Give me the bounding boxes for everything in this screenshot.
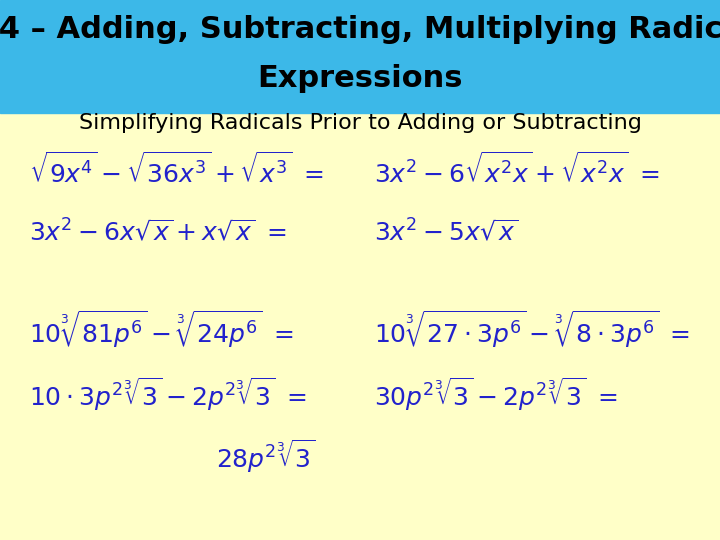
Text: Simplifying Radicals Prior to Adding or Subtracting: Simplifying Radicals Prior to Adding or … bbox=[78, 113, 642, 133]
Text: $\sqrt{9x^4}-\sqrt{36x^3}+\sqrt{x^3}\ =$: $\sqrt{9x^4}-\sqrt{36x^3}+\sqrt{x^3}\ =$ bbox=[29, 152, 324, 188]
Text: $3x^2-6x\sqrt{x}+x\sqrt{x}\ =$: $3x^2-6x\sqrt{x}+x\sqrt{x}\ =$ bbox=[29, 219, 287, 246]
Text: $10\sqrt[3]{27\cdot3p^6}-\sqrt[3]{8\cdot3p^6}\ =$: $10\sqrt[3]{27\cdot3p^6}-\sqrt[3]{8\cdot… bbox=[374, 308, 690, 350]
Text: $10\cdot3p^2\sqrt[3]{3}-2p^2\sqrt[3]{3}\ =$: $10\cdot3p^2\sqrt[3]{3}-2p^2\sqrt[3]{3}\… bbox=[29, 375, 306, 413]
Text: 7.4 – Adding, Subtracting, Multiplying Radical: 7.4 – Adding, Subtracting, Multiplying R… bbox=[0, 15, 720, 44]
Text: $3x^2-6\sqrt{x^2x}+\sqrt{x^2x}\ =$: $3x^2-6\sqrt{x^2x}+\sqrt{x^2x}\ =$ bbox=[374, 152, 660, 188]
Text: Expressions: Expressions bbox=[257, 64, 463, 93]
FancyBboxPatch shape bbox=[0, 0, 720, 113]
Text: $10\sqrt[3]{81p^6}-\sqrt[3]{24p^6}\ =$: $10\sqrt[3]{81p^6}-\sqrt[3]{24p^6}\ =$ bbox=[29, 308, 294, 350]
Text: $28p^2\sqrt[3]{3}$: $28p^2\sqrt[3]{3}$ bbox=[216, 437, 316, 475]
Text: $3x^2-5x\sqrt{x}$: $3x^2-5x\sqrt{x}$ bbox=[374, 219, 518, 246]
Text: $30p^2\sqrt[3]{3}-2p^2\sqrt[3]{3}\ =$: $30p^2\sqrt[3]{3}-2p^2\sqrt[3]{3}\ =$ bbox=[374, 375, 618, 413]
